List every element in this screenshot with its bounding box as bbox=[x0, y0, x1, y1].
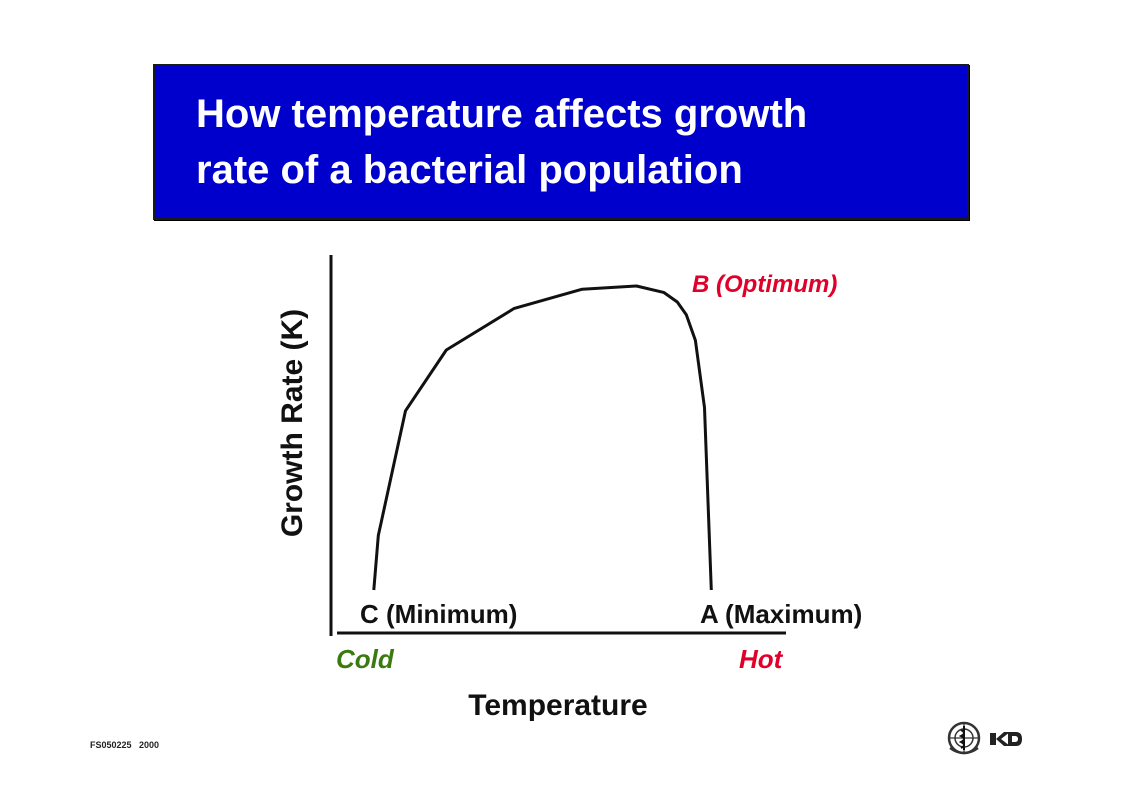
title-banner: How temperature affects growth rate of a… bbox=[153, 64, 969, 220]
slide-title: How temperature affects growth rate of a… bbox=[196, 86, 807, 198]
y-axis-label: Growth Rate (K) bbox=[276, 309, 309, 537]
footer-code: FS050225 2000 bbox=[90, 740, 160, 750]
annotation-minimum: C (Minimum) bbox=[360, 599, 517, 629]
annotation-optimum: B (Optimum) bbox=[692, 271, 837, 298]
growth-curve-line bbox=[372, 284, 713, 591]
x-axis-label: Temperature bbox=[468, 689, 648, 722]
annotation-maximum: A (Maximum) bbox=[700, 599, 862, 629]
slide-title-line-2: rate of a bacterial population bbox=[196, 148, 743, 192]
partner-logo-icon bbox=[990, 732, 1022, 746]
who-emblem-icon bbox=[947, 721, 981, 755]
slide-title-line-1: How temperature affects growth bbox=[196, 92, 808, 136]
x-tick-label-hot: Hot bbox=[739, 644, 784, 674]
logo-group bbox=[947, 721, 1022, 755]
x-tick-label-cold: Cold bbox=[336, 644, 395, 674]
